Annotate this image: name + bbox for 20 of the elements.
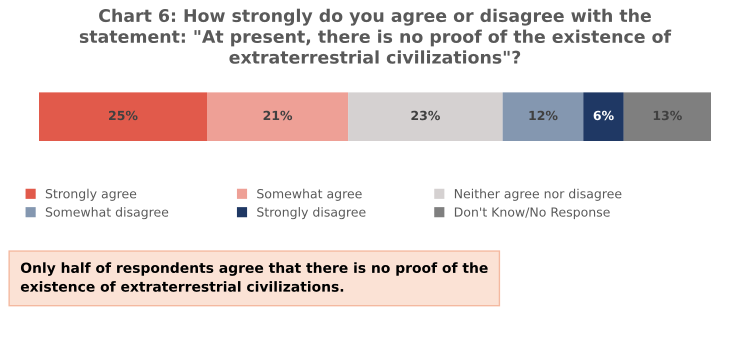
data-label: 21% bbox=[264, 110, 292, 120]
legend-label: Neither agree nor disagree bbox=[454, 188, 622, 201]
bar bbox=[502, 92, 584, 141]
bar bbox=[207, 92, 348, 141]
data-label: 23% bbox=[411, 110, 440, 120]
data-label: 25% bbox=[109, 110, 138, 120]
legend-label: Somewhat disagree bbox=[46, 207, 168, 220]
bar bbox=[39, 92, 207, 141]
text: Only half of respondents agree that there is no proof of the existence of extraterrestrial civilizations. bbox=[20, 262, 488, 292]
chart-title: Chart 6: How strongly do you agree or disagree with the statement: "At present, there is no proof of the existence of extraterrestrial civilizations"? bbox=[80, 8, 672, 64]
data-label: 12% bbox=[529, 110, 558, 120]
bar bbox=[348, 92, 503, 141]
legend-label: Strongly agree bbox=[46, 188, 136, 201]
bar bbox=[624, 92, 711, 141]
legend-label: Don't Know/No Response bbox=[454, 207, 610, 220]
data-label: 6% bbox=[594, 110, 614, 120]
legend-label: Somewhat agree bbox=[257, 188, 362, 201]
bar bbox=[583, 92, 624, 141]
legend-label: Strongly disagree bbox=[257, 207, 366, 220]
data-label: 13% bbox=[654, 110, 682, 120]
